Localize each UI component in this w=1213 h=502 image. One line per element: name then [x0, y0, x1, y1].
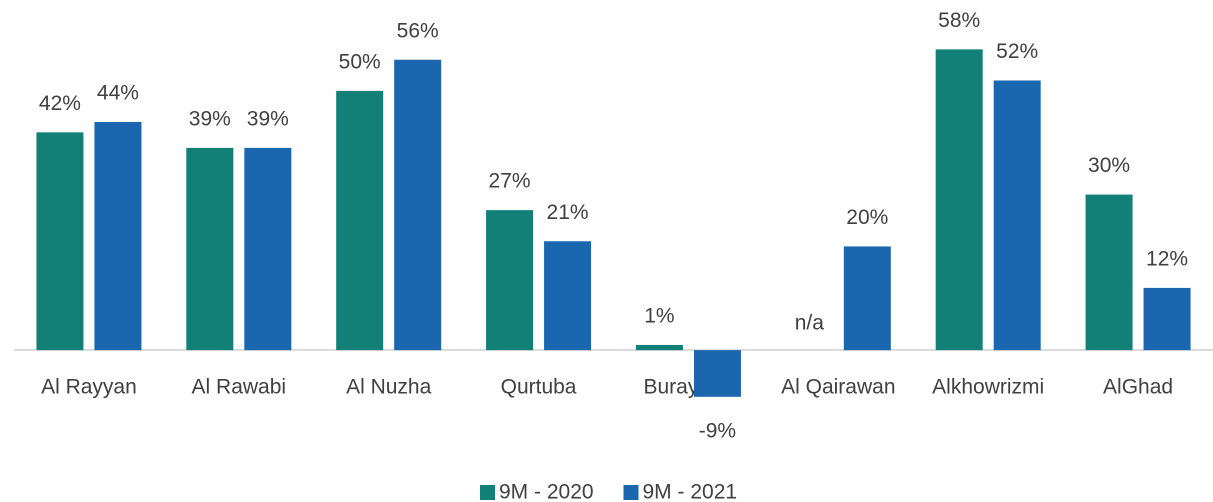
- bar: [94, 121, 142, 351]
- bar: [486, 210, 534, 351]
- value-label: n/a: [795, 312, 825, 335]
- value-label: 27%: [489, 170, 531, 193]
- value-label: 21%: [547, 201, 589, 224]
- value-label: 39%: [247, 107, 289, 130]
- value-label: 42%: [39, 92, 81, 115]
- bar: [544, 241, 592, 351]
- bar: [1085, 194, 1133, 351]
- value-label: 58%: [938, 9, 980, 32]
- legend-label: 9M - 2021: [643, 481, 738, 502]
- value-label: 30%: [1088, 154, 1130, 177]
- legend-label: 9M - 2020: [499, 481, 594, 502]
- bar: [935, 49, 983, 351]
- value-label: 39%: [189, 107, 231, 130]
- value-label: 52%: [996, 40, 1038, 63]
- x-tick-label: Al Rawabi: [192, 376, 287, 399]
- value-label: 1%: [644, 305, 674, 328]
- value-label: 12%: [1146, 247, 1188, 270]
- value-label: 50%: [339, 50, 381, 73]
- x-tick-label: Alkhowrizmi: [932, 376, 1044, 399]
- bar: [186, 147, 234, 351]
- legend-swatch: [480, 485, 495, 500]
- x-tick-label: Al Nuzha: [346, 376, 432, 399]
- bar: [36, 132, 84, 351]
- bar: [693, 350, 741, 397]
- legend-swatch: [623, 485, 639, 500]
- value-label: 44%: [97, 82, 139, 105]
- bar: [1143, 287, 1191, 351]
- bar: [244, 147, 292, 351]
- x-tick-label: AlGhad: [1103, 376, 1173, 399]
- value-label: -9%: [699, 419, 736, 442]
- bar: [635, 344, 683, 351]
- bar: [843, 246, 891, 351]
- value-label: 20%: [846, 206, 888, 229]
- x-tick-label: Qurtuba: [501, 376, 577, 399]
- x-tick-label: Al Qairawan: [781, 376, 895, 399]
- x-tick-label: Al Rayyan: [41, 376, 137, 399]
- bar: [993, 80, 1041, 351]
- bar: [394, 59, 442, 351]
- bar: [336, 90, 384, 351]
- value-label: 56%: [397, 19, 439, 42]
